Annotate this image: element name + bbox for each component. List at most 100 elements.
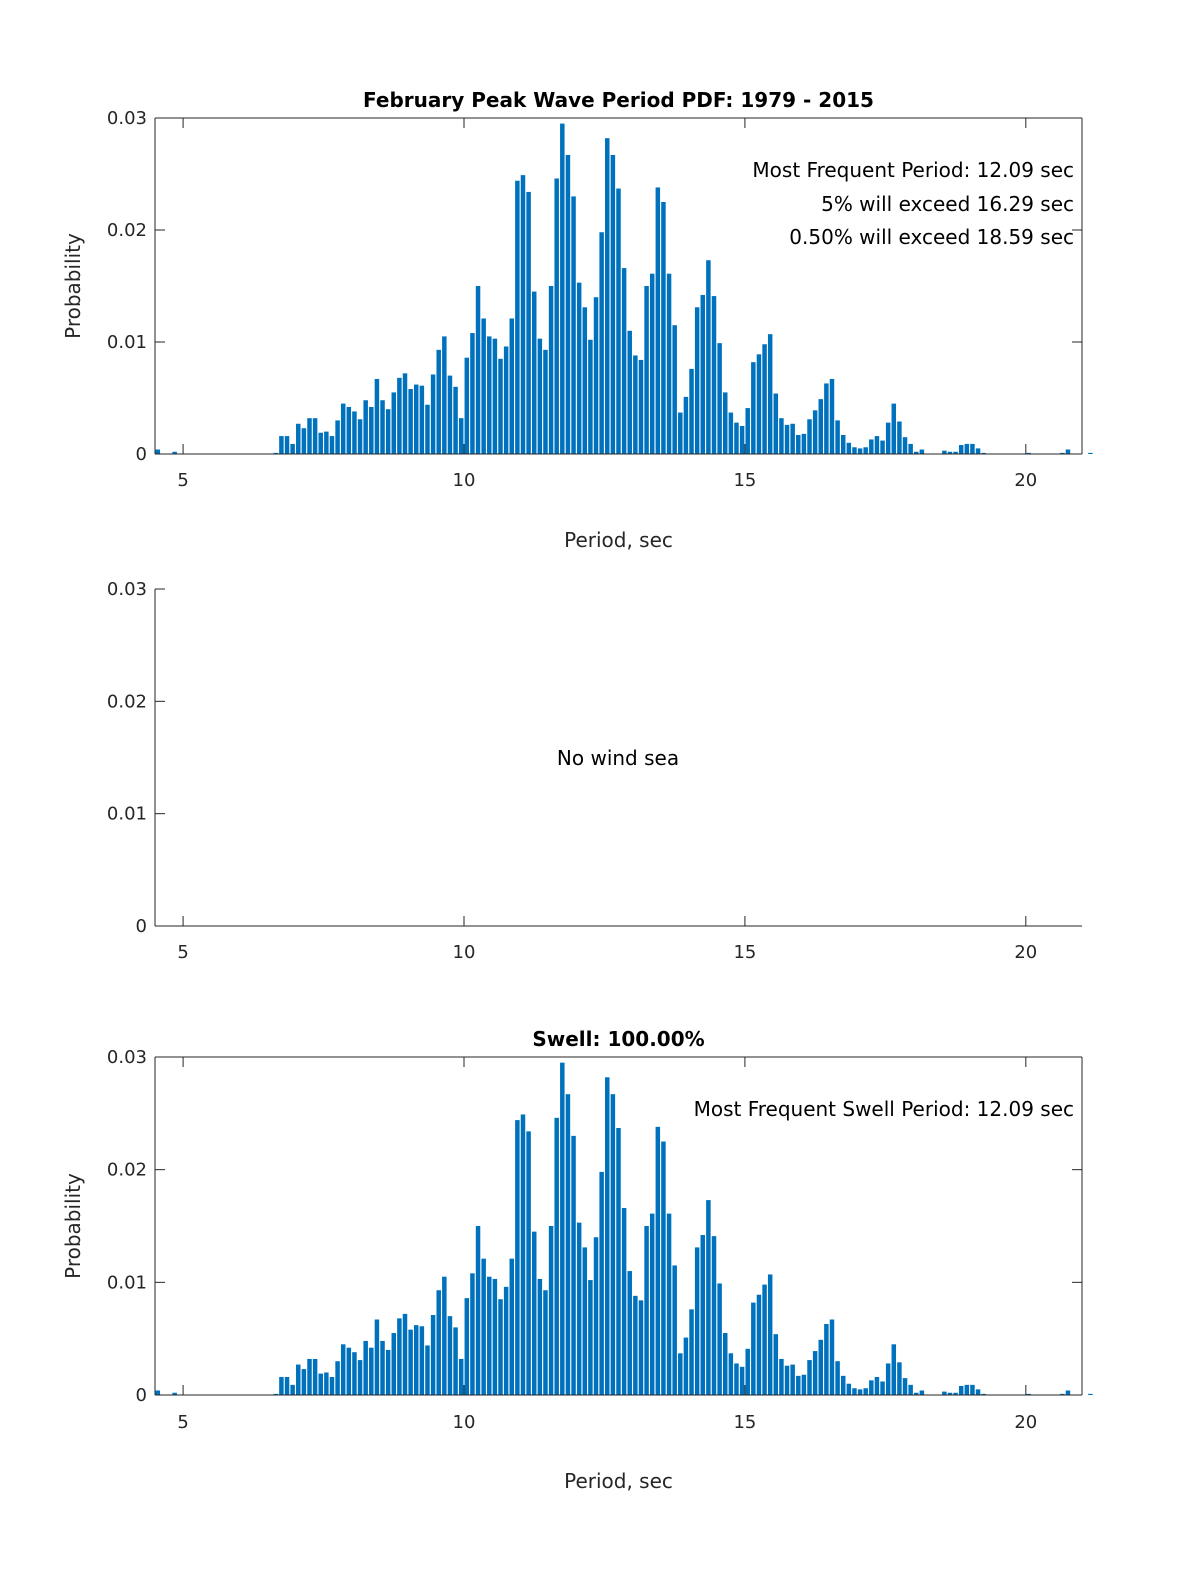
bar — [964, 443, 970, 454]
bar — [773, 1334, 779, 1395]
bar — [818, 1339, 823, 1395]
bar — [835, 1361, 840, 1395]
bar — [442, 1276, 447, 1395]
y-tick-label: 0.02 — [107, 1160, 147, 1181]
bar — [644, 286, 649, 454]
y-tick-label: 0 — [136, 444, 147, 465]
bar — [498, 1299, 503, 1395]
bar — [964, 1384, 970, 1395]
bar — [481, 318, 486, 454]
bar — [301, 428, 307, 454]
bar — [419, 385, 425, 454]
bar — [711, 296, 717, 454]
bar — [796, 1375, 801, 1395]
bar — [571, 196, 576, 454]
bar — [1060, 1393, 1065, 1395]
bar — [666, 1213, 672, 1395]
bar — [346, 1347, 352, 1395]
bar — [655, 187, 661, 454]
bar — [436, 349, 441, 454]
bar — [290, 1384, 295, 1395]
bar — [796, 434, 801, 454]
bar — [683, 396, 689, 454]
bar — [863, 1388, 868, 1395]
bar — [391, 392, 397, 454]
bar — [706, 1200, 711, 1395]
bar — [458, 418, 464, 454]
bar — [627, 1271, 632, 1395]
x-tick-label: 20 — [1014, 470, 1037, 491]
y-tick-label: 0 — [136, 916, 147, 937]
bar — [919, 1390, 925, 1395]
bar — [970, 1384, 975, 1395]
bar — [863, 447, 868, 454]
bar — [605, 138, 610, 454]
bar — [492, 1278, 498, 1395]
bar — [582, 307, 588, 454]
bar — [728, 412, 734, 454]
bar — [273, 1393, 279, 1395]
bar-series — [155, 1062, 1093, 1395]
bar — [734, 422, 739, 454]
bar — [296, 1364, 301, 1395]
bar — [678, 1353, 683, 1395]
bar — [958, 1385, 964, 1395]
bar — [346, 406, 352, 454]
bar — [509, 318, 514, 454]
bar — [953, 1392, 958, 1395]
bar — [560, 123, 565, 454]
bar — [869, 1380, 874, 1395]
x-tick-label: 15 — [733, 942, 756, 963]
bar — [914, 451, 919, 454]
x-tick-label: 15 — [733, 1412, 756, 1433]
bar — [503, 1286, 509, 1395]
bar — [402, 1313, 408, 1395]
bar — [706, 260, 711, 454]
bar — [897, 421, 902, 454]
bar — [661, 1141, 666, 1395]
bar — [874, 436, 880, 454]
bar — [633, 1295, 638, 1395]
bar — [947, 451, 953, 454]
bar — [273, 452, 279, 454]
bar — [599, 232, 604, 454]
bar — [593, 297, 599, 454]
bar — [649, 1213, 655, 1395]
bar — [352, 411, 357, 454]
chart-title: Swell: 100.00% — [532, 1027, 704, 1051]
x-axis-label: Period, sec — [564, 528, 673, 552]
bar-series — [155, 123, 1093, 455]
annotation: Most Frequent Swell Period: 12.09 sec — [694, 1097, 1074, 1121]
bar — [531, 1231, 537, 1395]
bar — [779, 1358, 784, 1395]
bar — [554, 1117, 559, 1395]
y-tick-label: 0.01 — [107, 332, 147, 353]
annotation: Most Frequent Period: 12.09 sec — [752, 158, 1074, 182]
bar — [633, 355, 638, 454]
bar — [380, 1340, 385, 1395]
bar — [756, 354, 762, 454]
bar — [296, 423, 301, 454]
bar — [565, 1094, 571, 1395]
bar — [464, 357, 470, 454]
bar — [869, 439, 874, 454]
bar — [548, 1226, 554, 1395]
bar — [380, 400, 385, 454]
y-tick-label: 0.01 — [107, 1272, 147, 1293]
y-tick-label: 0.01 — [107, 804, 147, 825]
bar — [363, 1340, 368, 1395]
bar — [414, 1325, 419, 1395]
bar — [621, 1207, 627, 1395]
bar — [324, 1372, 329, 1395]
bar — [447, 1316, 453, 1395]
bar — [430, 1315, 436, 1395]
bar — [812, 410, 818, 454]
bar — [739, 1366, 745, 1395]
bar — [537, 1278, 543, 1395]
bar — [678, 412, 683, 454]
bar — [279, 436, 284, 454]
bar — [453, 386, 458, 454]
bar — [644, 1226, 649, 1395]
bar — [1026, 1393, 1031, 1395]
bar — [436, 1290, 441, 1395]
